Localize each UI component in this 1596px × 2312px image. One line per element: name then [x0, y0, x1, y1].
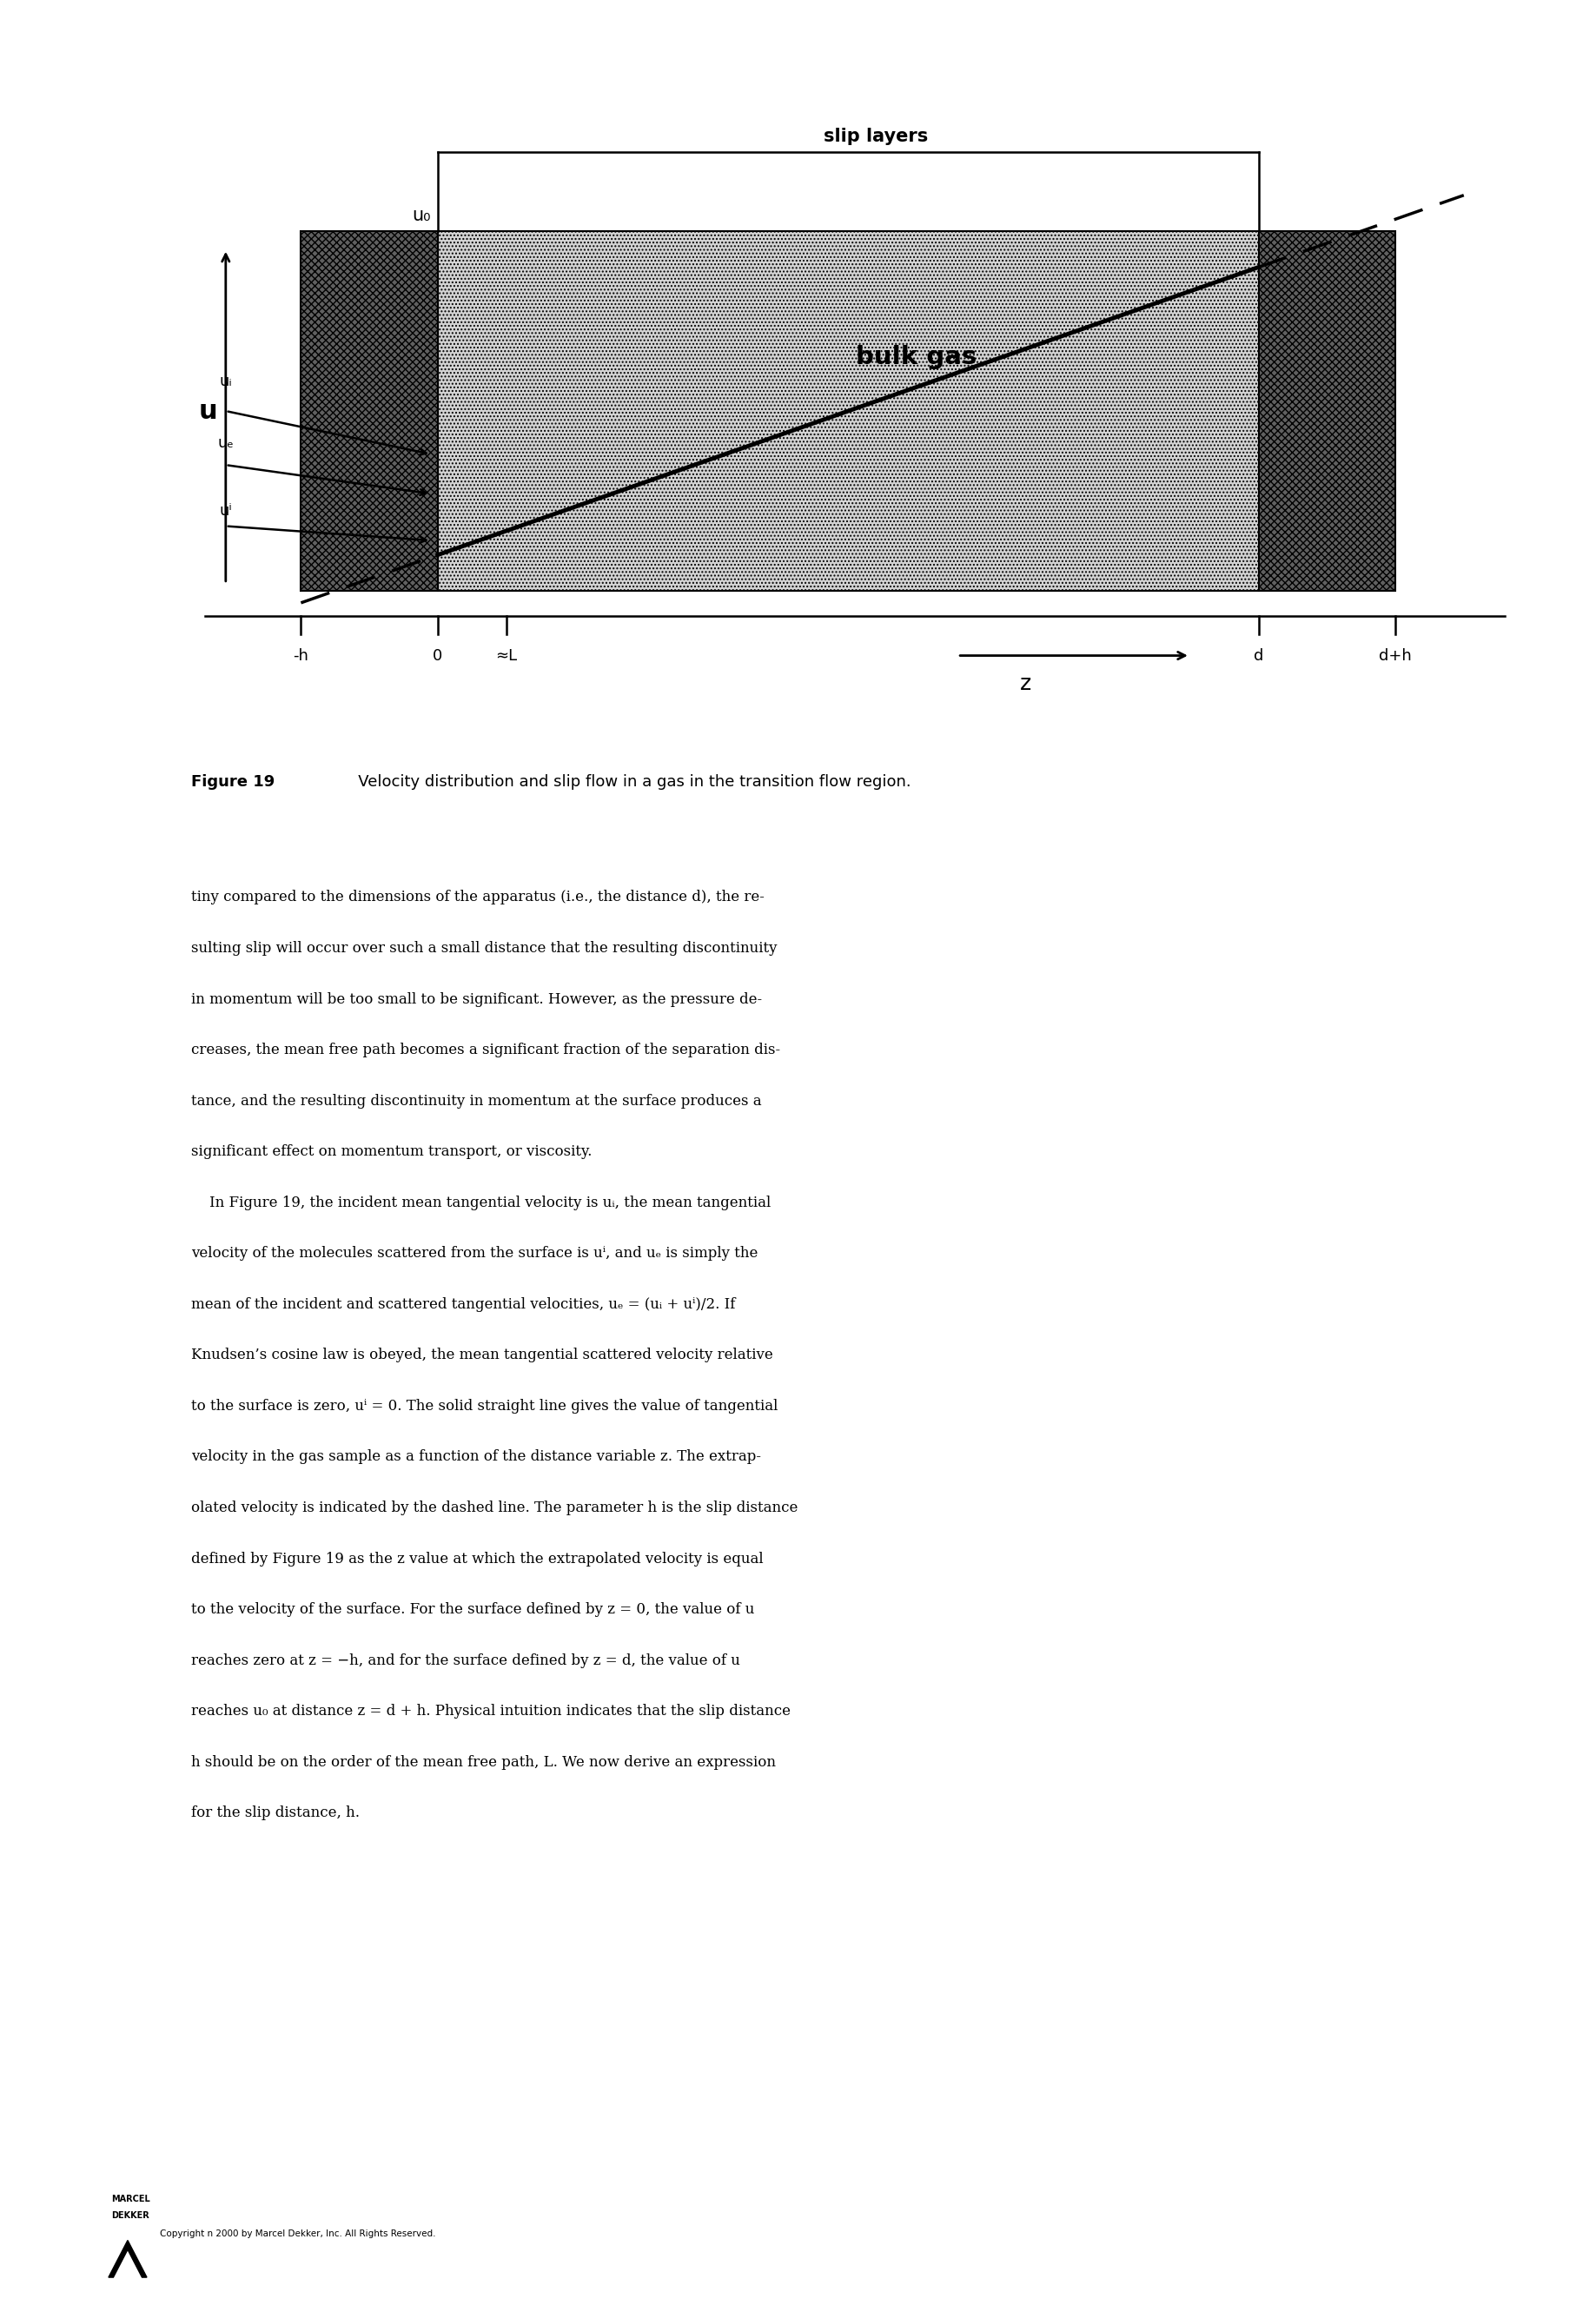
Text: slip layers: slip layers — [824, 127, 927, 146]
Text: In Figure 19, the incident mean tangential velocity is uᵢ, the mean tangential: In Figure 19, the incident mean tangenti… — [192, 1195, 771, 1209]
Text: h should be on the order of the mean free path, L. We now derive an expression: h should be on the order of the mean fre… — [192, 1755, 776, 1769]
Polygon shape — [109, 2240, 147, 2277]
Text: d: d — [1253, 647, 1264, 664]
Text: for the slip distance, h.: for the slip distance, h. — [192, 1806, 361, 1820]
Bar — [302, 231, 437, 592]
Bar — [437, 231, 1259, 592]
Text: -h: -h — [294, 647, 308, 664]
Text: sulting slip will occur over such a small distance that the resulting discontinu: sulting slip will occur over such a smal… — [192, 941, 777, 955]
Text: reaches zero at z = −h, and for the surface defined by z = d, the value of u: reaches zero at z = −h, and for the surf… — [192, 1653, 741, 1667]
Text: u₀: u₀ — [412, 206, 431, 224]
Text: z: z — [1020, 673, 1031, 694]
Text: creases, the mean free path becomes a significant fraction of the separation dis: creases, the mean free path becomes a si… — [192, 1043, 780, 1057]
Text: mean of the incident and scattered tangential velocities, uₑ = (uᵢ + uⁱ)/2. If: mean of the incident and scattered tange… — [192, 1297, 736, 1311]
Text: u: u — [198, 398, 217, 423]
Text: defined by Figure 19 as the z value at which the extrapolated velocity is equal: defined by Figure 19 as the z value at w… — [192, 1551, 764, 1565]
Text: in momentum will be too small to be significant. However, as the pressure de-: in momentum will be too small to be sign… — [192, 992, 763, 1006]
Text: to the velocity of the surface. For the surface defined by z = 0, the value of u: to the velocity of the surface. For the … — [192, 1602, 755, 1616]
Text: velocity of the molecules scattered from the surface is uⁱ, and uₑ is simply the: velocity of the molecules scattered from… — [192, 1246, 758, 1260]
Text: significant effect on momentum transport, or viscosity.: significant effect on momentum transport… — [192, 1144, 592, 1158]
Text: tiny compared to the dimensions of the apparatus (i.e., the distance d), the re-: tiny compared to the dimensions of the a… — [192, 890, 764, 904]
Text: tance, and the resulting discontinuity in momentum at the surface produces a: tance, and the resulting discontinuity i… — [192, 1094, 761, 1107]
Text: Knudsen’s cosine law is obeyed, the mean tangential scattered velocity relative: Knudsen’s cosine law is obeyed, the mean… — [192, 1348, 774, 1362]
Text: olated velocity is indicated by the dashed line. The parameter h is the slip dis: olated velocity is indicated by the dash… — [192, 1500, 798, 1514]
Text: Figure 19: Figure 19 — [192, 775, 275, 791]
Text: ≈L: ≈L — [495, 647, 517, 664]
Text: to the surface is zero, uⁱ = 0. The solid straight line gives the value of tange: to the surface is zero, uⁱ = 0. The soli… — [192, 1399, 779, 1413]
Text: velocity in the gas sample as a function of the distance variable z. The extrap-: velocity in the gas sample as a function… — [192, 1450, 761, 1463]
Text: reaches u₀ at distance z = d + h. Physical intuition indicates that the slip dis: reaches u₀ at distance z = d + h. Physic… — [192, 1704, 792, 1718]
Text: Velocity distribution and slip flow in a gas in the transition flow region.: Velocity distribution and slip flow in a… — [343, 775, 911, 791]
Text: uᵢ: uᵢ — [219, 375, 231, 388]
Text: d+h: d+h — [1379, 647, 1412, 664]
Text: DEKKER: DEKKER — [112, 2210, 150, 2220]
Text: uₑ: uₑ — [217, 435, 235, 451]
Text: 0: 0 — [433, 647, 442, 664]
Text: uⁱ: uⁱ — [219, 504, 231, 518]
Bar — [1259, 231, 1395, 592]
Text: MARCEL: MARCEL — [112, 2194, 150, 2203]
Text: bulk gas: bulk gas — [855, 344, 977, 370]
Text: Copyright n 2000 by Marcel Dekker, Inc. All Rights Reserved.: Copyright n 2000 by Marcel Dekker, Inc. … — [160, 2229, 436, 2238]
